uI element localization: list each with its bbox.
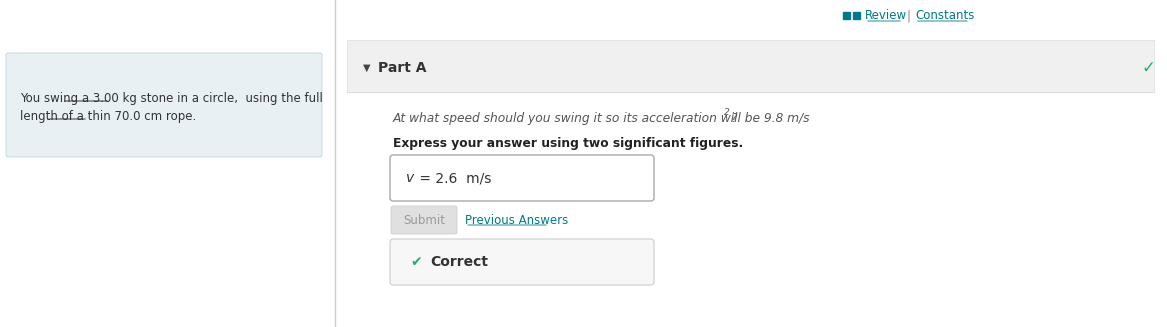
Text: length of a thin 70.0 cm rope.: length of a thin 70.0 cm rope. [20, 110, 196, 123]
FancyBboxPatch shape [391, 206, 457, 234]
Text: Part A: Part A [378, 61, 426, 75]
FancyBboxPatch shape [390, 155, 654, 201]
Bar [843, 12, 850, 19]
Text: ✔: ✔ [410, 255, 421, 269]
Text: Constants: Constants [915, 9, 974, 22]
Text: Express your answer using two significant figures.: Express your answer using two significan… [393, 137, 743, 150]
Text: Correct: Correct [429, 255, 488, 269]
Text: = 2.6  m/s: = 2.6 m/s [415, 171, 491, 185]
Text: 2: 2 [724, 108, 729, 117]
Text: You swing a 3.00 kg stone in a circle,  using the full: You swing a 3.00 kg stone in a circle, u… [20, 92, 323, 105]
FancyBboxPatch shape [390, 239, 654, 285]
Text: v: v [406, 171, 414, 185]
Text: Submit: Submit [403, 214, 445, 227]
Text: |: | [907, 9, 911, 22]
Text: ▼: ▼ [363, 63, 370, 73]
Text: Previous Answers: Previous Answers [464, 214, 568, 227]
Bar [853, 12, 860, 19]
FancyBboxPatch shape [6, 53, 322, 157]
Text: Review: Review [865, 9, 907, 22]
Text: ?: ? [731, 112, 736, 125]
Text: At what speed should you swing it so its acceleration will be 9.8 m/s: At what speed should you swing it so its… [393, 112, 811, 125]
FancyBboxPatch shape [347, 40, 1154, 92]
Text: ✓: ✓ [1141, 59, 1155, 77]
